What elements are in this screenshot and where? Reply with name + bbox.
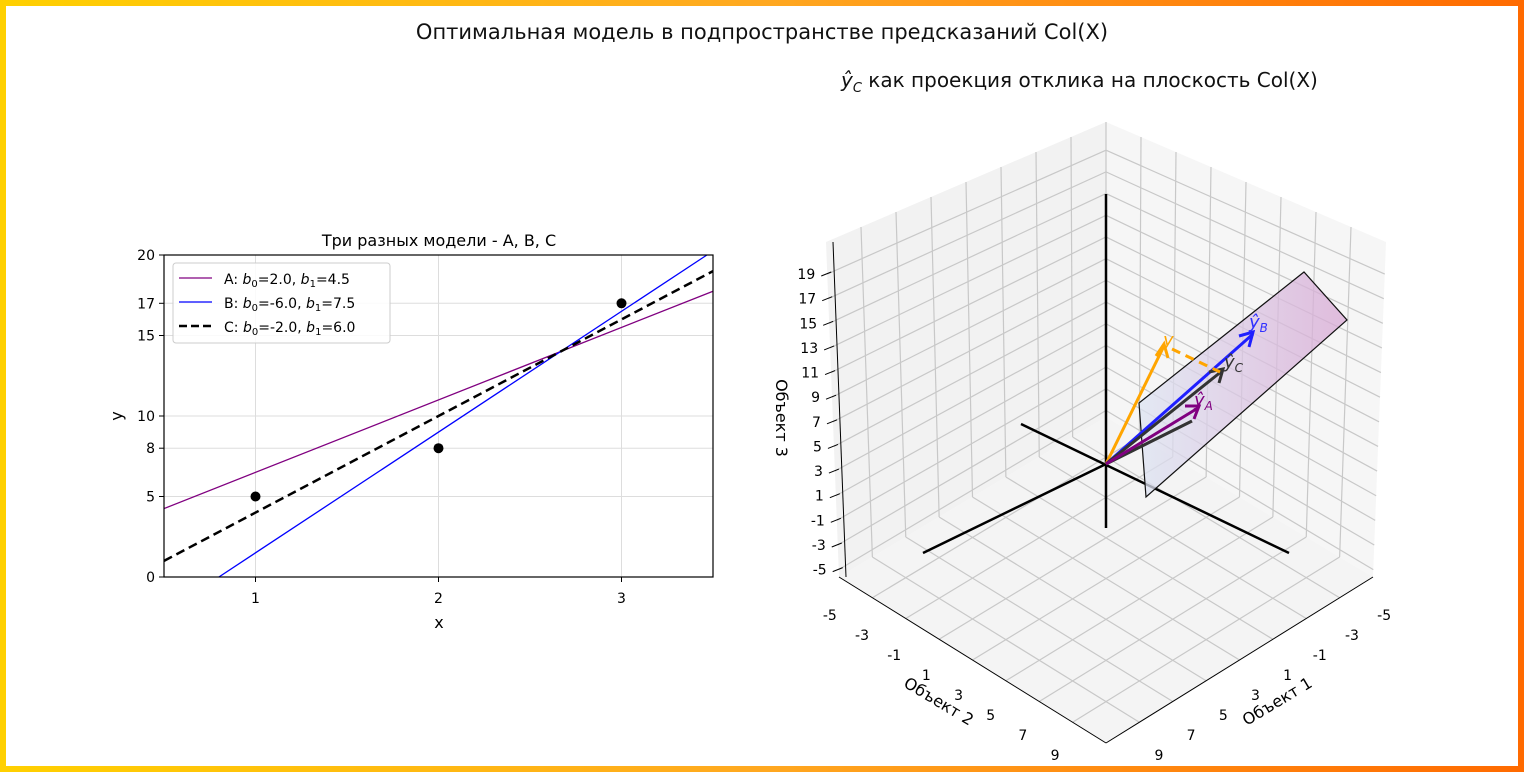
- svg-text:5: 5: [146, 490, 155, 506]
- svg-text:9: 9: [1154, 748, 1163, 764]
- col-x-plane: [1138, 271, 1348, 499]
- y-axis-label: y: [107, 411, 126, 420]
- vector-yA: [1105, 406, 1199, 466]
- data-points: [250, 298, 627, 502]
- svg-text:3: 3: [1251, 688, 1260, 704]
- svg-text:-3: -3: [855, 628, 869, 644]
- svg-text:7: 7: [1018, 728, 1027, 744]
- svg-text:0: 0: [146, 570, 155, 586]
- 3d-projection-chart: -5-3-1135791113151719-5-3-113579-5-3-113…: [772, 122, 1391, 764]
- svg-text:20: 20: [137, 248, 155, 264]
- figure-canvas: Оптимальная модель в подпространстве пре…: [6, 6, 1518, 766]
- svg-text:15: 15: [799, 316, 817, 332]
- back-left-pane: [826, 122, 1106, 577]
- svg-text:-5: -5: [823, 608, 837, 624]
- axis-ticks: 1 2 3 0 5 8 10 15 17 20: [137, 248, 626, 607]
- svg-text:13: 13: [800, 341, 818, 357]
- svg-text:15: 15: [137, 329, 155, 345]
- vector-yB: [1105, 332, 1254, 466]
- vector-y: [1104, 345, 1166, 465]
- label-y: y: [1162, 330, 1174, 351]
- svg-text:19: 19: [797, 267, 815, 283]
- svg-text:-5: -5: [1377, 608, 1391, 624]
- series-lines: [163, 254, 714, 578]
- svg-text:3: 3: [954, 688, 963, 704]
- residual-line: [1171, 347, 1221, 374]
- svg-text:5: 5: [986, 708, 995, 724]
- label-yA: ŷA: [1193, 390, 1213, 413]
- svg-text:7: 7: [1187, 728, 1196, 744]
- legend-entry-a: A: b0=2.0, b1=4.5: [224, 272, 350, 290]
- line-chart: Три разных модели - A, B, C 1 2 3 0 5 8 10 15 17…: [107, 231, 714, 632]
- label-yC: ŷC: [1223, 352, 1244, 375]
- legend: A: b0=2.0, b1=4.5 B: b0=-6.0, b1=7.5 C: …: [172, 262, 391, 344]
- svg-text:8: 8: [146, 441, 155, 457]
- svg-text:2: 2: [434, 591, 443, 607]
- floor-pane: [839, 417, 1373, 743]
- svg-text:17: 17: [798, 292, 816, 308]
- legend-entry-c: C: b0=-2.0, b1=6.0: [224, 320, 355, 338]
- 3d-ticks: -5-3-1135791113151719-5-3-113579-5-3-113…: [797, 267, 1391, 764]
- 3d-grid: [826, 122, 1386, 723]
- plot3d-title: ŷC как проекция отклика на плоскость Col…: [841, 68, 1318, 96]
- svg-text:10: 10: [137, 409, 155, 425]
- svg-text:-3: -3: [1345, 628, 1359, 644]
- svg-text:7: 7: [812, 415, 821, 431]
- svg-text:17: 17: [137, 296, 155, 312]
- label-yB: ŷB: [1248, 312, 1268, 335]
- z-axis-label: Объект 3: [772, 379, 791, 457]
- svg-text:11: 11: [801, 366, 819, 382]
- y-axis-label-3d: Объект 2: [901, 673, 978, 729]
- vector-yC: [1105, 369, 1223, 466]
- svg-text:1: 1: [815, 489, 824, 505]
- svg-text:1: 1: [1283, 668, 1292, 684]
- figure-suptitle: Оптимальная модель в подпространстве пре…: [415, 20, 1109, 44]
- svg-text:1: 1: [251, 591, 260, 607]
- svg-text:-1: -1: [811, 513, 825, 529]
- legend-entry-b: B: b0=-6.0, b1=7.5: [224, 296, 355, 314]
- svg-text:3: 3: [617, 591, 626, 607]
- x-axis-label: x: [434, 613, 443, 632]
- svg-text:1: 1: [922, 668, 931, 684]
- svg-text:5: 5: [1219, 708, 1228, 724]
- svg-text:9: 9: [811, 390, 820, 406]
- svg-text:-1: -1: [887, 648, 901, 664]
- vectors: y ŷB ŷC ŷA: [1104, 312, 1268, 466]
- chart-title: Три разных модели - A, B, C: [321, 231, 556, 250]
- svg-text:3: 3: [814, 464, 823, 480]
- svg-text:-3: -3: [812, 538, 826, 554]
- svg-text:5: 5: [813, 439, 822, 455]
- svg-text:-5: -5: [813, 563, 827, 579]
- svg-text:-1: -1: [1313, 648, 1327, 664]
- svg-text:9: 9: [1051, 748, 1060, 764]
